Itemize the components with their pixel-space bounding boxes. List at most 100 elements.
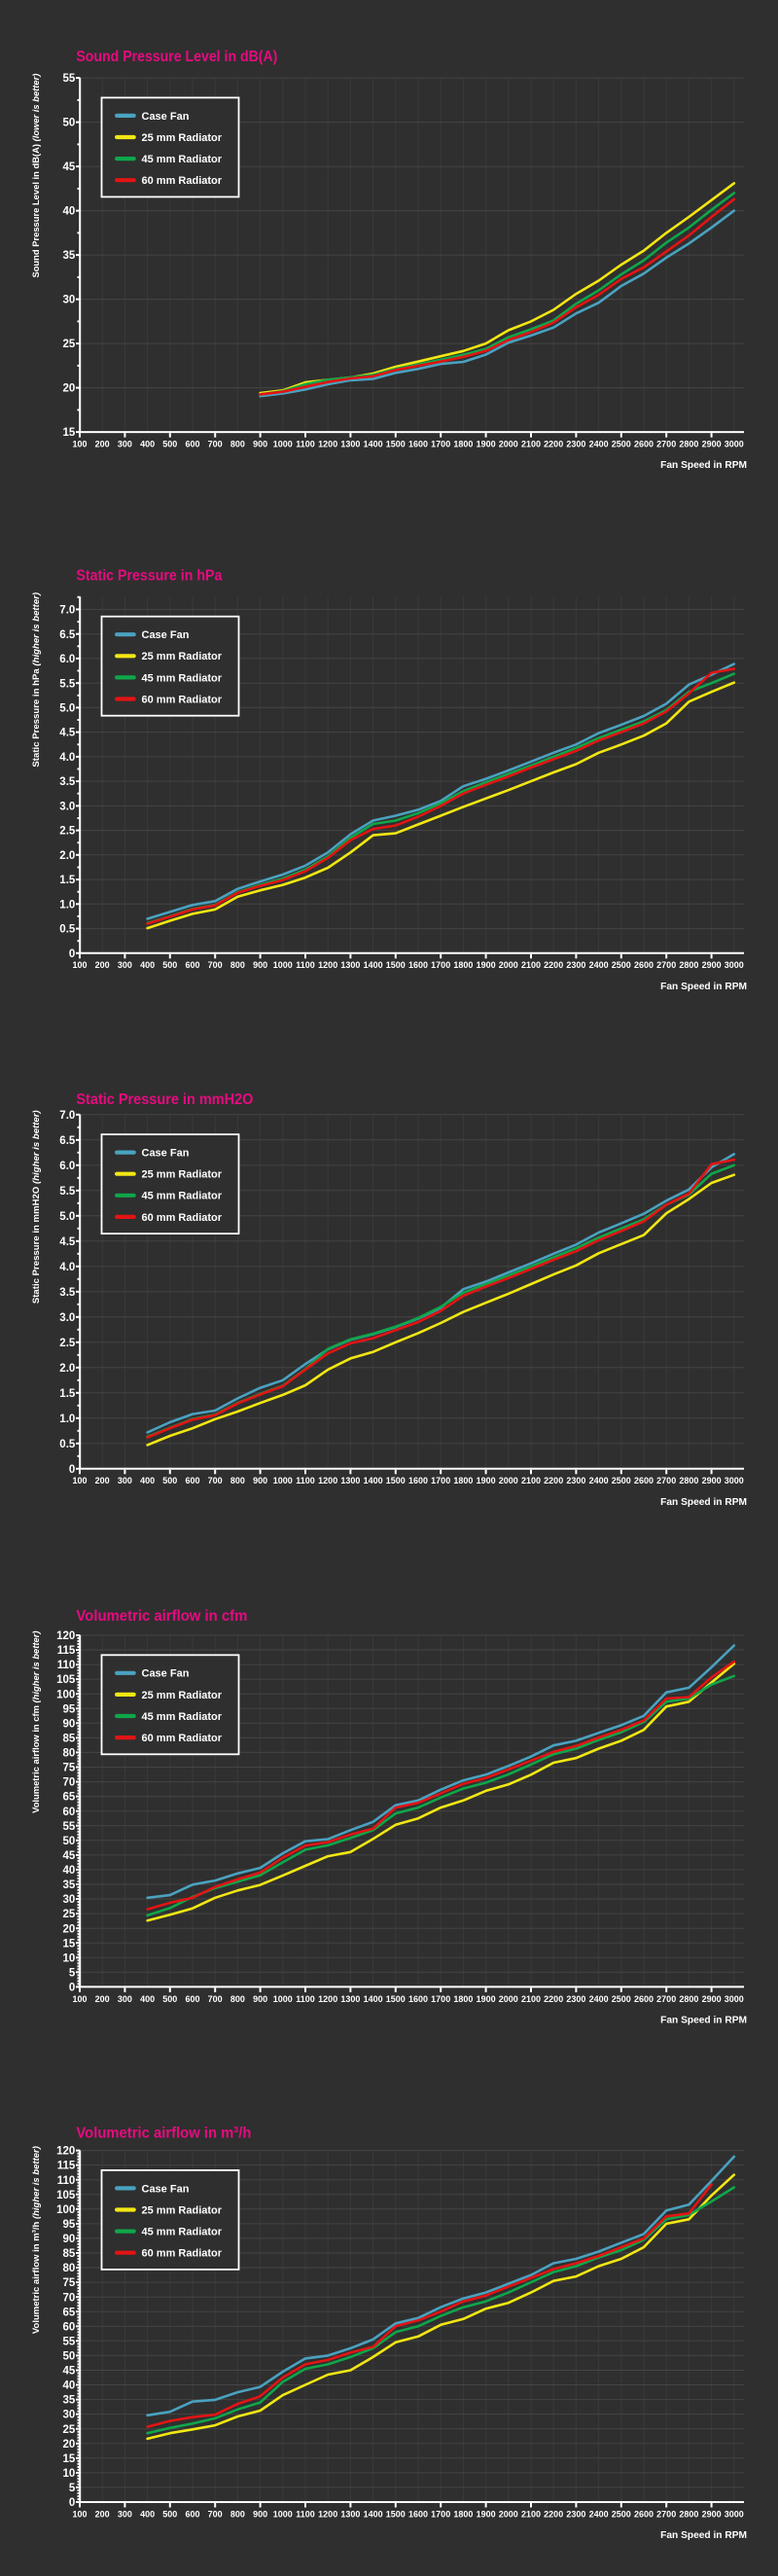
svg-text:1600: 1600 xyxy=(408,440,428,449)
svg-text:500: 500 xyxy=(162,440,177,449)
svg-text:4.5: 4.5 xyxy=(59,728,76,739)
svg-text:2800: 2800 xyxy=(679,1994,698,2004)
svg-text:1000: 1000 xyxy=(273,1476,293,1485)
svg-text:200: 200 xyxy=(95,960,110,970)
svg-text:60 mm Radiator: 60 mm Radiator xyxy=(142,2248,223,2260)
svg-text:2400: 2400 xyxy=(589,2509,609,2519)
svg-text:5.5: 5.5 xyxy=(59,678,76,690)
svg-text:25 mm Radiator: 25 mm Radiator xyxy=(142,1690,223,1701)
svg-text:25 mm Radiator: 25 mm Radiator xyxy=(142,132,223,144)
svg-text:1500: 1500 xyxy=(386,1476,406,1485)
svg-text:1.0: 1.0 xyxy=(59,1413,75,1425)
svg-text:2900: 2900 xyxy=(702,960,722,970)
svg-text:2900: 2900 xyxy=(702,2509,722,2519)
svg-text:1800: 1800 xyxy=(453,440,473,449)
svg-text:600: 600 xyxy=(185,1476,199,1485)
svg-text:15: 15 xyxy=(63,427,76,439)
svg-text:3000: 3000 xyxy=(725,1994,744,2004)
svg-text:3.5: 3.5 xyxy=(59,776,76,788)
svg-text:1700: 1700 xyxy=(431,1476,450,1485)
svg-text:15: 15 xyxy=(63,2453,76,2465)
svg-text:1000: 1000 xyxy=(273,440,293,449)
svg-text:1.5: 1.5 xyxy=(59,1388,76,1400)
svg-text:10: 10 xyxy=(63,1952,76,1964)
svg-text:25: 25 xyxy=(63,1909,76,1920)
svg-text:4.5: 4.5 xyxy=(59,1236,76,1248)
svg-text:1500: 1500 xyxy=(386,1994,406,2004)
svg-text:2400: 2400 xyxy=(589,1476,609,1485)
svg-text:45 mm Radiator: 45 mm Radiator xyxy=(142,1711,223,1723)
svg-text:35: 35 xyxy=(63,1879,76,1891)
svg-text:2800: 2800 xyxy=(679,1476,698,1485)
svg-text:700: 700 xyxy=(208,960,223,970)
svg-text:0: 0 xyxy=(69,948,75,960)
svg-text:80: 80 xyxy=(63,2263,76,2274)
svg-text:2100: 2100 xyxy=(521,2509,541,2519)
svg-text:700: 700 xyxy=(208,1994,223,2004)
svg-text:5: 5 xyxy=(69,2483,76,2494)
svg-text:3000: 3000 xyxy=(725,2509,744,2519)
svg-text:1200: 1200 xyxy=(318,2509,337,2519)
svg-text:3.0: 3.0 xyxy=(59,1312,75,1324)
svg-text:65: 65 xyxy=(63,1792,76,1804)
svg-text:1000: 1000 xyxy=(273,1994,293,2004)
svg-text:0: 0 xyxy=(69,1464,75,1476)
svg-text:Static Pressure in mmH2O: Static Pressure in mmH2O xyxy=(76,1091,253,1108)
svg-text:45 mm Radiator: 45 mm Radiator xyxy=(142,154,223,165)
svg-text:2100: 2100 xyxy=(521,440,541,449)
svg-text:35: 35 xyxy=(63,2395,76,2407)
svg-text:105: 105 xyxy=(56,1674,76,1686)
svg-text:2800: 2800 xyxy=(679,960,698,970)
svg-text:Case Fan: Case Fan xyxy=(142,2183,190,2195)
svg-text:2700: 2700 xyxy=(656,1476,676,1485)
svg-text:2100: 2100 xyxy=(521,1476,541,1485)
svg-text:1100: 1100 xyxy=(296,1994,315,2004)
svg-text:2300: 2300 xyxy=(566,1476,585,1485)
svg-text:40: 40 xyxy=(63,206,76,218)
svg-text:2200: 2200 xyxy=(544,440,563,449)
svg-text:800: 800 xyxy=(230,960,245,970)
svg-text:2.0: 2.0 xyxy=(59,1363,75,1375)
svg-text:500: 500 xyxy=(162,1476,177,1485)
svg-text:20: 20 xyxy=(63,2439,76,2451)
svg-text:1200: 1200 xyxy=(318,440,337,449)
svg-text:2500: 2500 xyxy=(612,960,631,970)
svg-text:2.5: 2.5 xyxy=(59,826,76,838)
svg-text:1400: 1400 xyxy=(364,1994,383,2004)
svg-text:900: 900 xyxy=(253,1476,267,1485)
svg-text:800: 800 xyxy=(230,1994,245,2004)
svg-text:10: 10 xyxy=(63,2468,76,2480)
svg-text:25 mm Radiator: 25 mm Radiator xyxy=(142,651,223,662)
svg-text:400: 400 xyxy=(140,960,155,970)
svg-text:600: 600 xyxy=(185,2509,199,2519)
svg-text:45 mm Radiator: 45 mm Radiator xyxy=(142,1191,223,1202)
svg-text:200: 200 xyxy=(95,440,110,449)
svg-text:0.5: 0.5 xyxy=(59,1439,76,1450)
svg-text:3000: 3000 xyxy=(725,960,744,970)
svg-text:1300: 1300 xyxy=(340,1476,360,1485)
svg-text:1100: 1100 xyxy=(296,1476,315,1485)
svg-text:60 mm Radiator: 60 mm Radiator xyxy=(142,175,223,187)
svg-text:2.5: 2.5 xyxy=(59,1338,76,1349)
svg-text:2300: 2300 xyxy=(566,1994,585,2004)
svg-text:1.5: 1.5 xyxy=(59,875,76,886)
svg-text:45 mm Radiator: 45 mm Radiator xyxy=(142,2227,223,2238)
svg-text:75: 75 xyxy=(63,1763,76,1774)
svg-text:25: 25 xyxy=(63,2424,76,2436)
svg-text:Volumetric airflow in m³/h (hi: Volumetric airflow in m³/h (higher is be… xyxy=(31,2146,42,2334)
svg-text:100: 100 xyxy=(72,440,87,449)
svg-text:60 mm Radiator: 60 mm Radiator xyxy=(142,1212,223,1224)
svg-text:Volumetric airflow in cfm (hig: Volumetric airflow in cfm (higher is bet… xyxy=(30,1631,41,1813)
svg-text:105: 105 xyxy=(56,2190,76,2201)
svg-text:2600: 2600 xyxy=(634,960,654,970)
svg-text:25 mm Radiator: 25 mm Radiator xyxy=(142,1169,223,1181)
svg-text:2200: 2200 xyxy=(544,1476,563,1485)
svg-text:40: 40 xyxy=(63,2380,76,2392)
svg-text:400: 400 xyxy=(140,1476,155,1485)
svg-text:1800: 1800 xyxy=(453,2509,473,2519)
svg-text:200: 200 xyxy=(95,2509,110,2519)
svg-text:65: 65 xyxy=(63,2307,76,2318)
svg-text:5: 5 xyxy=(69,1967,76,1979)
svg-text:1300: 1300 xyxy=(340,440,360,449)
svg-text:2100: 2100 xyxy=(521,960,541,970)
